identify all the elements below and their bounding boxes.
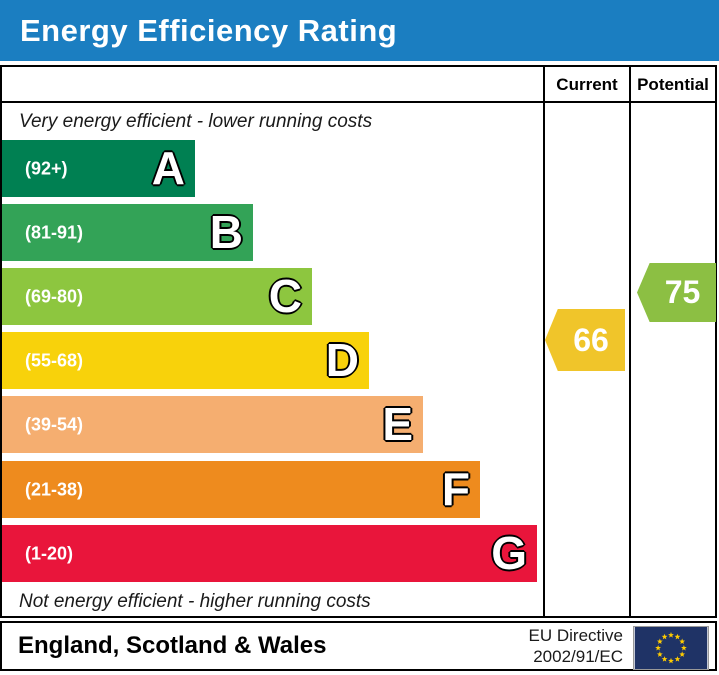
eu-directive-line1: EU Directive bbox=[528, 626, 623, 645]
top-note: Very energy efficient - lower running co… bbox=[19, 111, 373, 132]
potential-column-divider bbox=[629, 67, 631, 616]
band-row-f: (21-38) F bbox=[2, 461, 480, 518]
eu-flag-icon bbox=[633, 626, 709, 670]
band-letter: F bbox=[441, 462, 470, 515]
potential-column-header: Potential bbox=[637, 75, 709, 94]
eu-directive-line2: 2002/91/EC bbox=[533, 647, 623, 666]
band-row-c: (69-80) C bbox=[2, 268, 312, 325]
current-column-divider bbox=[543, 67, 545, 616]
band-letter: D bbox=[325, 333, 359, 386]
band-row-d: (55-68) D bbox=[2, 332, 369, 389]
band-range: (55-68) bbox=[25, 350, 84, 370]
current-column-header: Current bbox=[556, 75, 618, 94]
band-letter: A bbox=[151, 141, 185, 194]
band-letter: B bbox=[209, 205, 243, 258]
bottom-note: Not energy efficient - higher running co… bbox=[19, 591, 371, 612]
potential-value: 75 bbox=[664, 274, 701, 310]
band-range: (21-38) bbox=[25, 479, 84, 499]
band-range: (81-91) bbox=[25, 222, 84, 242]
band-letter: E bbox=[382, 397, 413, 450]
header-row bbox=[2, 67, 715, 103]
eu-flag-stars bbox=[655, 632, 687, 664]
current-marker: 66 bbox=[545, 309, 625, 371]
band-range: (69-80) bbox=[25, 286, 84, 306]
current-value: 66 bbox=[573, 321, 609, 358]
footer-bar: England, Scotland & Wales EU Directive 2… bbox=[0, 621, 717, 671]
potential-marker: 75 bbox=[637, 263, 716, 322]
band-range: (1-20) bbox=[25, 543, 74, 563]
band-letter: G bbox=[491, 526, 527, 579]
eu-directive-text: EU Directive 2002/91/EC bbox=[529, 625, 623, 667]
page-title: Energy Efficiency Rating bbox=[20, 13, 398, 48]
band-letter: C bbox=[268, 269, 302, 322]
band-row-e: (39-54) E bbox=[2, 396, 423, 453]
region-label: England, Scotland & Wales bbox=[18, 632, 327, 659]
band-row-b: (81-91) B bbox=[2, 204, 253, 261]
band-range: (39-54) bbox=[25, 414, 84, 434]
band-row-a: (92+) A bbox=[2, 140, 195, 197]
band-row-g: (1-20) G bbox=[2, 525, 537, 582]
band-range: (92+) bbox=[25, 158, 68, 178]
title-bar: Energy Efficiency Rating bbox=[0, 0, 719, 61]
